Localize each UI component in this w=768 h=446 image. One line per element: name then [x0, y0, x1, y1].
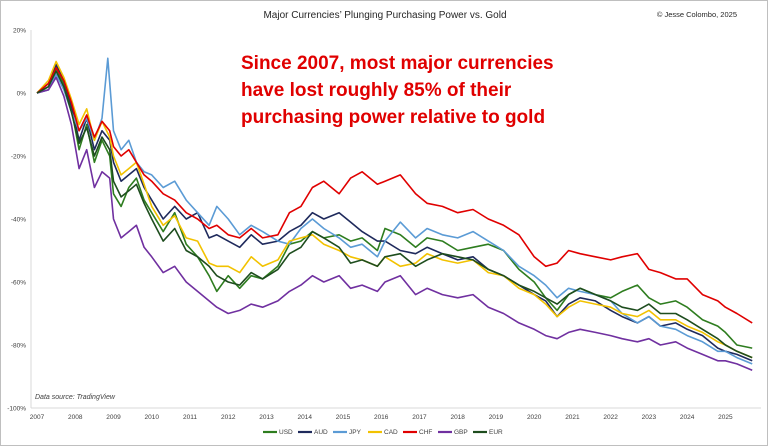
- y-tick-label: -40%: [11, 217, 26, 224]
- x-tick-label: 2016: [374, 414, 389, 421]
- legend-label-cad: CAD: [384, 429, 398, 436]
- x-tick-label: 2012: [221, 414, 236, 421]
- x-tick-label: 2020: [527, 414, 542, 421]
- legend-label-eur: EUR: [489, 429, 503, 436]
- x-tick-label: 2021: [565, 414, 580, 421]
- x-tick-label: 2007: [30, 414, 45, 421]
- legend-label-gbp: GBP: [454, 429, 468, 436]
- x-tick-label: 2019: [489, 414, 504, 421]
- x-tick-label: 2024: [680, 414, 695, 421]
- legend-label-usd: USD: [279, 429, 293, 436]
- x-tick-label: 2023: [642, 414, 657, 421]
- y-tick-label: -20%: [11, 154, 26, 161]
- legend-label-jpy: JPY: [349, 429, 362, 436]
- x-tick-label: 2014: [297, 414, 312, 421]
- series-line-eur: [36, 70, 753, 359]
- y-tick-label: -60%: [11, 280, 26, 287]
- y-tick-labels: 20% 0% -20% -40% -60% -80% -100%: [7, 28, 26, 413]
- x-tick-label: 2015: [336, 414, 351, 421]
- annotation-line-3: purchasing power relative to gold: [241, 107, 545, 128]
- series-line-chf: [36, 67, 753, 324]
- x-tick-label: 2011: [183, 414, 197, 421]
- series-line-usd: [36, 67, 753, 349]
- annotation-line-2: have lost roughly 85% of their: [241, 80, 512, 101]
- y-tick-label: 0%: [17, 91, 27, 98]
- x-tick-label: 2017: [412, 414, 427, 421]
- copyright-text: © Jesse Colombo, 2025: [657, 10, 737, 19]
- x-tick-label: 2009: [106, 414, 121, 421]
- legend: USD AUD JPY CAD CHF GBP EUR: [263, 429, 503, 436]
- data-source-note: Data source: TradingView: [35, 394, 116, 401]
- chart-title: Major Currencies’ Plunging Purchasing Po…: [263, 10, 506, 21]
- annotation-line-1: Since 2007, most major currencies: [241, 53, 554, 74]
- x-tick-label: 2008: [68, 414, 83, 421]
- series-line-aud: [36, 63, 753, 362]
- y-tick-label: 20%: [13, 28, 26, 35]
- legend-label-aud: AUD: [314, 429, 328, 436]
- legend-label-chf: CHF: [419, 429, 432, 436]
- x-tick-label: 2022: [603, 414, 618, 421]
- x-tick-label: 2013: [259, 414, 274, 421]
- series-line-jpy: [36, 57, 753, 365]
- series-line-gbp: [36, 76, 753, 371]
- x-tick-label: 2010: [144, 414, 159, 421]
- x-tick-labels: 2007 2008 2009 2010 2011 2012 2013 2014 2015 2016…: [30, 414, 733, 421]
- x-tick-label: 2025: [718, 414, 733, 421]
- series-lines: [36, 57, 753, 371]
- y-tick-label: -100%: [7, 406, 26, 413]
- y-tick-label: -80%: [11, 343, 26, 350]
- series-line-cad: [36, 60, 753, 359]
- x-tick-label: 2018: [450, 414, 465, 421]
